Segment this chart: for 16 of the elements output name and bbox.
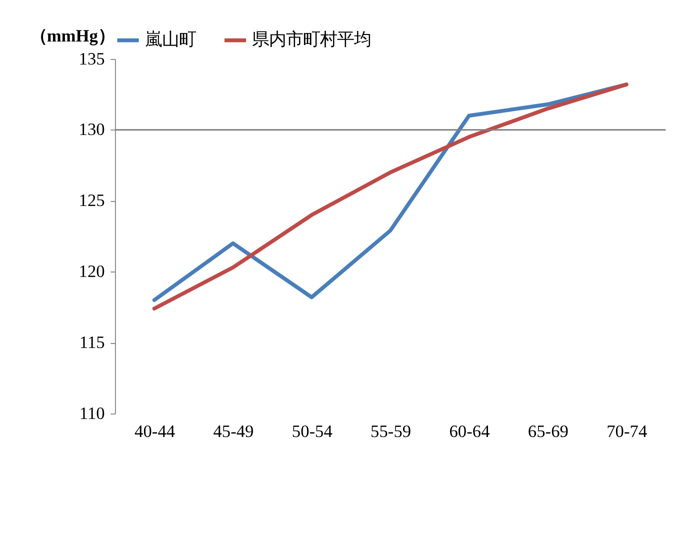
x-tick-label: 70-74 — [606, 422, 648, 442]
y-tick-label: 130 — [78, 120, 106, 140]
y-tick-label: 135 — [78, 49, 106, 68]
legend-label: 嵐山町 — [144, 30, 196, 50]
x-tick-label: 65-69 — [528, 422, 568, 442]
x-tick-label: 55-59 — [370, 422, 412, 442]
x-tick-label: 40-44 — [134, 422, 176, 442]
y-tick-label: 110 — [79, 404, 106, 423]
y-axis-title: （mmHg） — [30, 26, 115, 46]
legend-label: 県内市町村平均 — [252, 30, 372, 50]
y-tick-label: 115 — [79, 332, 106, 352]
y-tick-label: 120 — [78, 262, 106, 282]
x-tick-label: 60-64 — [449, 422, 490, 442]
x-tick-label: 50-54 — [292, 422, 333, 442]
x-tick-label: 45-49 — [213, 422, 254, 442]
y-tick-label: 125 — [78, 191, 106, 210]
